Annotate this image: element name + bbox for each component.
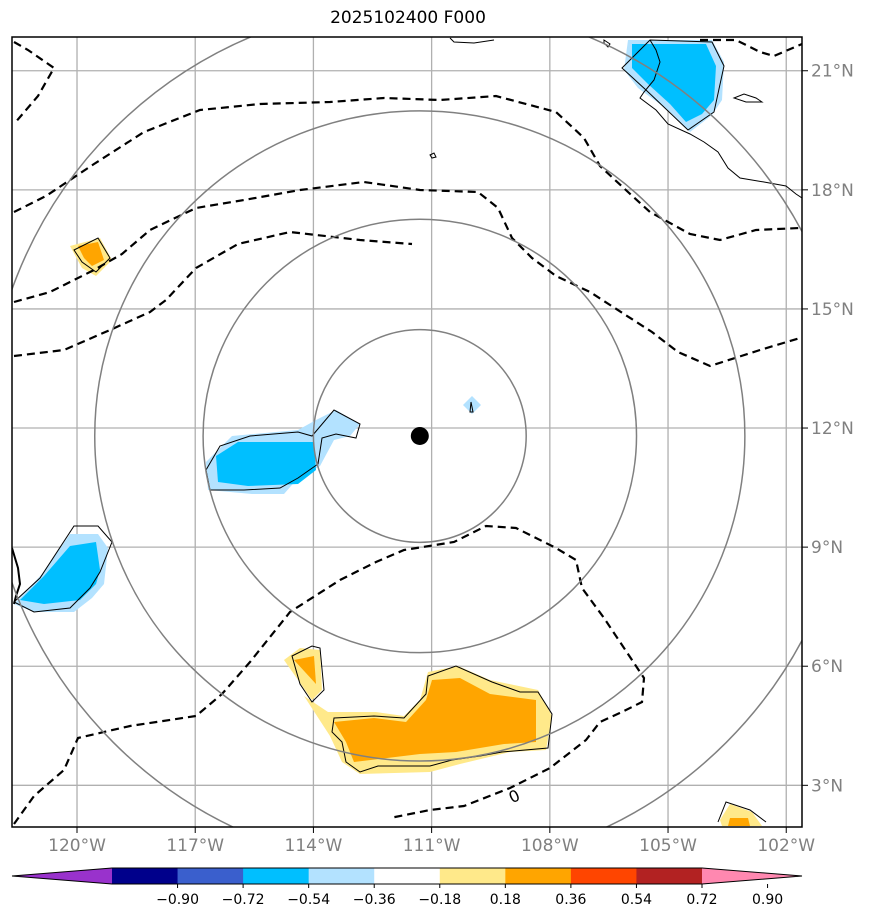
tick-label-lon: 117°W [166,836,224,856]
orange-core-northwest [78,242,104,266]
dashed-contour-5 [13,524,646,825]
coastline-west-line [12,547,22,605]
contour-islet-3 [732,93,764,103]
cyan-core-central [216,442,316,486]
dashed-contour-2 [13,94,801,242]
dashed-contour-1 [13,41,56,125]
colorbar-extend-high [702,868,802,884]
colorbar-tick-label: 0.18 [490,892,521,908]
tick-label-lon: 114°W [285,836,343,856]
range-ring [93,110,746,762]
colorbar-segment [570,868,637,884]
gridlines [12,37,802,827]
colorbar-segment [177,868,244,884]
tick-label-lat: 18°N [811,181,854,201]
colorbar-tick-label: −0.90 [156,892,199,908]
tick-label-lon: 108°W [521,836,579,856]
colorbar-tick-label: −0.36 [353,892,396,908]
colorbar-outline [11,867,803,885]
tick-label-lat: 9°N [811,538,843,558]
contour-top [449,37,495,44]
tick-label-lat: 6°N [811,657,843,677]
colorbar-tick-label: 0.72 [686,892,717,908]
colorbar-segment [308,868,375,884]
cyan-core-west [20,542,100,604]
range-ring [312,328,527,544]
contour-islet-1 [429,152,437,159]
cyan-core-northeast [632,44,716,122]
orange-core-south [334,678,536,762]
contour-south [331,665,553,773]
range-rings [12,37,802,827]
colorbar: −0.90 −0.72 −0.54 −0.36 −0.18 0.18 0.36 0.54 0.7… [11,867,803,908]
tick-label-lon: 111°W [403,836,461,856]
contour-spot [469,401,474,413]
orange-core-south-small [294,656,316,684]
thin-contours [13,37,802,823]
tick-label-lon: 105°W [639,836,697,856]
colorbar-segment [112,868,179,884]
colorbar-tick-label: 0.90 [752,892,783,908]
axis-ticks: 120°W 117°W 114°W 111°W 108°W 105°W 102°W 3°N 6°… [48,62,854,856]
colorbar-segment [636,868,703,884]
colorbar-tick-label: −0.18 [418,892,461,908]
tick-label-lon: 120°W [48,836,106,856]
contour-label-zero: 0 [506,786,523,808]
contour-south-small [291,645,325,703]
storm-center-marker [410,426,429,445]
colorbar-segment [505,868,572,884]
range-ring [202,218,638,654]
orange-region-south-small [284,648,322,700]
chart-title: 2025102400 F000 [330,8,486,28]
contour-northeast [621,39,725,131]
colorbar-tick-label: −0.54 [287,892,330,908]
colorbar-segment [243,868,310,884]
map-frame [11,36,803,828]
colorbar-tick-label: −0.72 [222,892,265,908]
colorbar-extend-low [12,868,112,884]
orange-core-southeast [728,818,750,826]
colorbar-segment [439,868,506,884]
tick-label-lat: 12°N [811,419,854,439]
dashed-contours [13,38,802,825]
coastline-west [12,547,22,605]
contour-central [205,409,361,491]
tick-label-lon: 102°W [757,836,815,856]
tick-label-lat: 3°N [811,776,843,796]
contour-west [13,525,113,613]
colorbar-tick-label: 0.54 [621,892,652,908]
colorbar-segment [374,868,441,884]
colorbar-tick-label: 0.36 [555,892,586,908]
contour-islet-2 [603,39,611,48]
dashed-contour-4 [13,230,413,358]
tick-label-lat: 21°N [811,62,854,82]
dashed-contour-3 [13,180,801,368]
tick-label-lat: 15°N [811,300,854,320]
contour-southeast [717,801,767,823]
anomaly-shading [14,40,762,826]
